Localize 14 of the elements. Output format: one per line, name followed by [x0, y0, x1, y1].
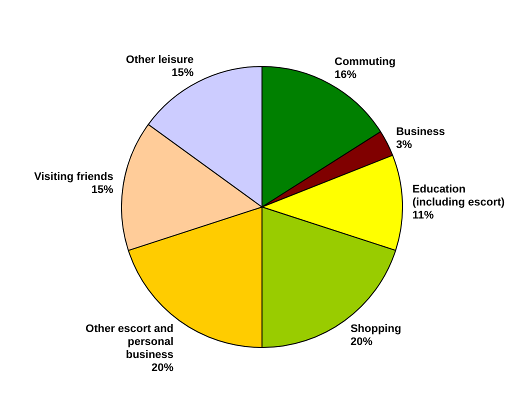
slice-label: Visiting friends [34, 170, 114, 183]
slice-label: Shopping [350, 322, 402, 335]
slice-label: Commuting [334, 56, 396, 68]
data-label: 20% [350, 336, 373, 348]
data-label: 15% [91, 184, 114, 196]
slice-label: Other escort and personal business [86, 322, 174, 361]
data-label: 3% [396, 139, 412, 152]
data-label: 20% [152, 362, 174, 374]
slice-label: Education (including escort) [412, 183, 506, 208]
data-label: 11% [412, 209, 434, 222]
slice-label: Business [396, 126, 446, 138]
data-label: 16% [334, 69, 357, 82]
slice-label: Other leisure [126, 54, 194, 66]
data-label: 15% [172, 66, 194, 79]
